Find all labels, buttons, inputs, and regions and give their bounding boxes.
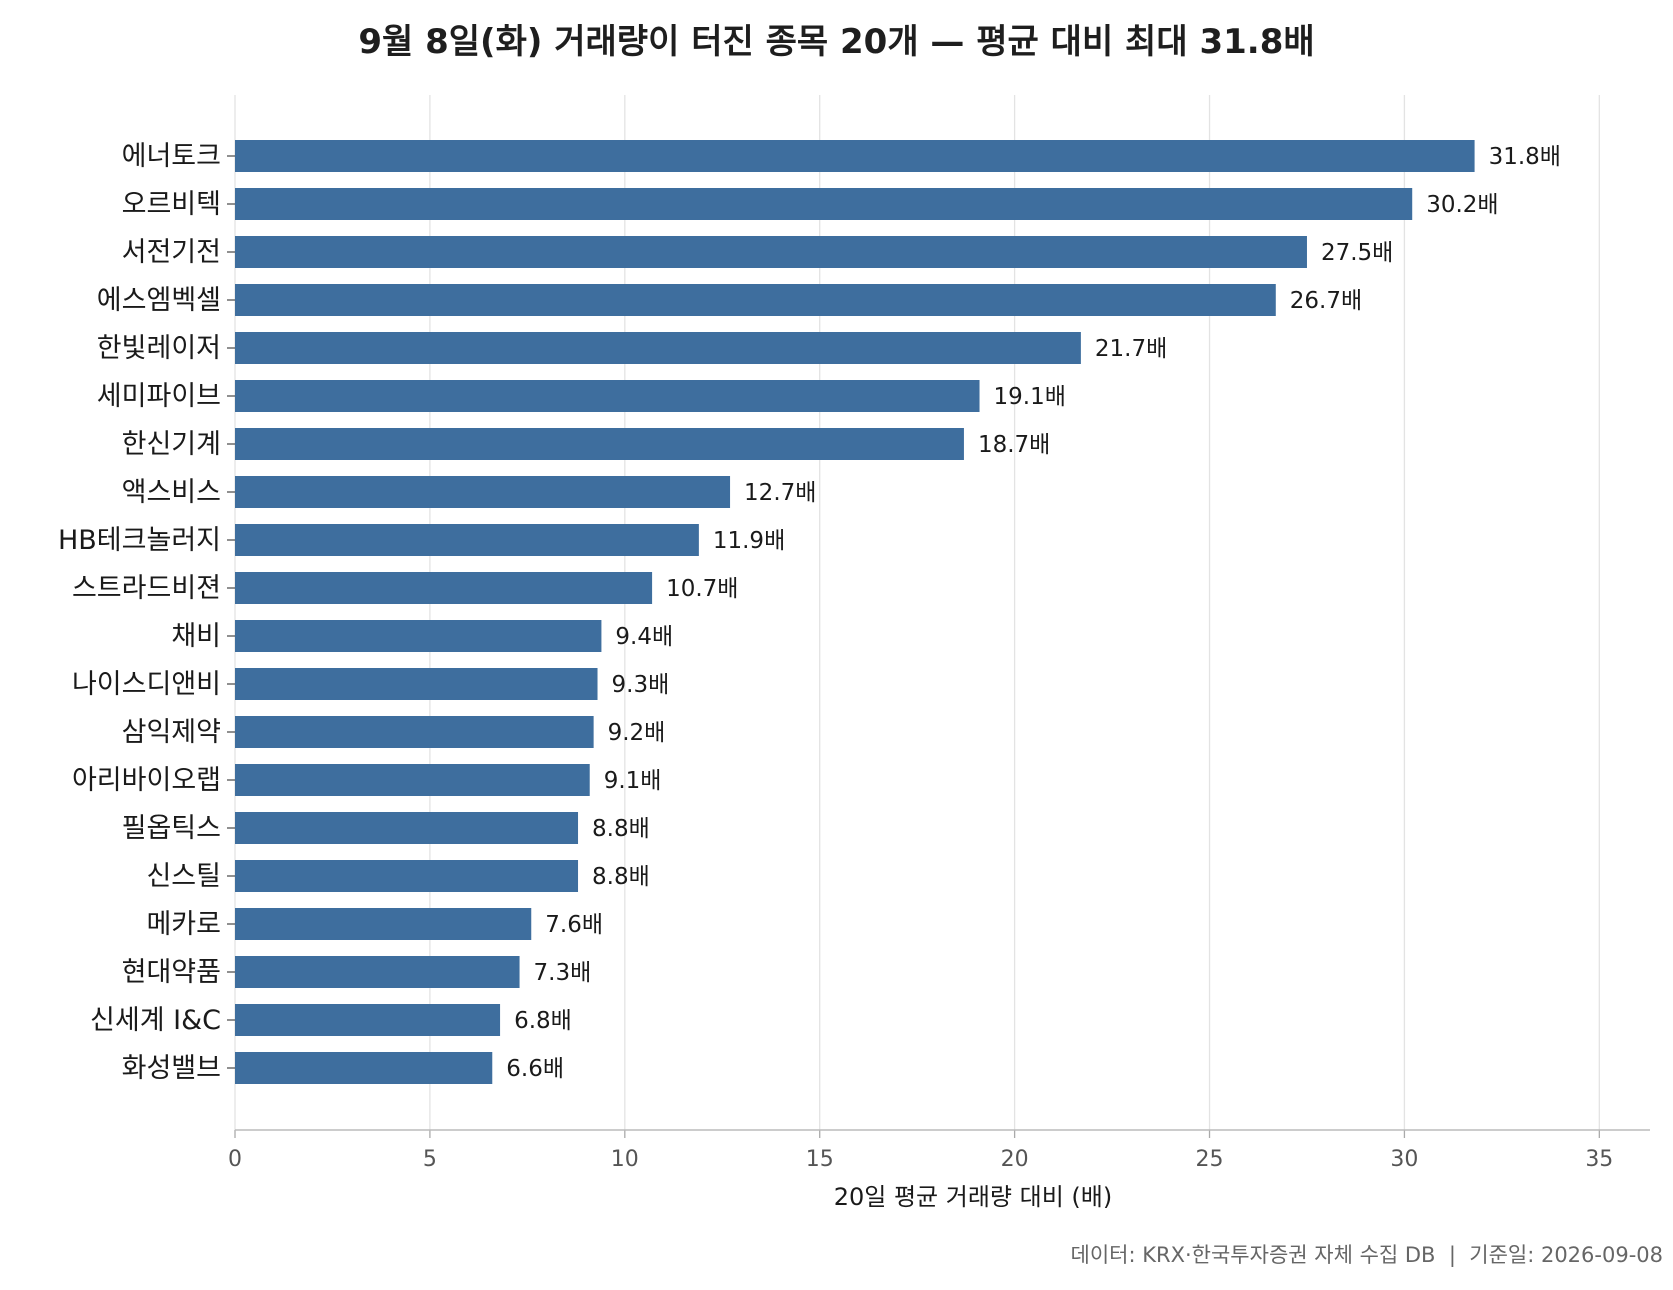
bar-14: [235, 812, 579, 844]
category-label-13: 아리바이오랩: [72, 765, 221, 796]
data-label-1: 30.2배: [1426, 192, 1498, 218]
data-label-7: 12.7배: [744, 480, 816, 506]
x-tick-label-6: 30: [1390, 1147, 1418, 1172]
category-label-14: 필옵틱스: [122, 813, 221, 844]
category-label-5: 세미파이브: [97, 381, 221, 412]
data-label-6: 18.7배: [978, 432, 1050, 458]
category-label-16: 메카로: [146, 909, 221, 940]
data-label-13: 9.1배: [604, 768, 662, 794]
category-label-9: 스트라드비젼: [72, 573, 221, 604]
x-tick-label-0: 0: [228, 1147, 242, 1172]
data-label-15: 8.8배: [592, 864, 650, 890]
category-label-6: 한신기계: [122, 429, 221, 460]
bar-15: [235, 860, 579, 892]
bar-12: [235, 716, 594, 748]
category-label-4: 한빛레이저: [97, 333, 221, 364]
bar-5: [235, 380, 980, 412]
data-label-3: 26.7배: [1290, 288, 1362, 314]
category-label-12: 삼익제약: [122, 717, 221, 748]
data-label-11: 9.3배: [612, 672, 670, 698]
category-label-7: 액스비스: [122, 477, 221, 508]
bar-3: [235, 284, 1276, 316]
category-label-3: 에스엠벡셀: [97, 285, 221, 316]
data-label-9: 10.7배: [666, 576, 738, 602]
data-label-10: 9.4배: [615, 624, 673, 650]
bar-1: [235, 188, 1413, 220]
data-label-16: 7.6배: [545, 912, 603, 938]
data-label-8: 11.9배: [713, 528, 785, 554]
x-tick-label-7: 35: [1585, 1147, 1613, 1172]
bar-19: [235, 1052, 493, 1084]
x-tick-label-4: 20: [1001, 1147, 1029, 1172]
bar-17: [235, 956, 520, 988]
chart-title: 9월 8일(화) 거래량이 터진 종목 20개 — 평균 대비 최대 31.8배: [358, 22, 1315, 62]
bar-13: [235, 764, 590, 796]
bar-16: [235, 908, 532, 940]
data-label-2: 27.5배: [1321, 240, 1393, 266]
bar-9: [235, 572, 653, 604]
bar-8: [235, 524, 699, 556]
category-label-0: 에너토크: [122, 141, 221, 172]
bar-2: [235, 236, 1307, 268]
data-label-4: 21.7배: [1095, 336, 1167, 362]
data-label-5: 19.1배: [994, 384, 1066, 410]
footnote: 데이터: KRX·한국투자증권 자체 수집 DB | 기준일: 2026-09-…: [1071, 1243, 1663, 1268]
bar-7: [235, 476, 731, 508]
data-label-19: 6.6배: [506, 1056, 564, 1082]
bars: [235, 140, 1475, 1084]
category-label-18: 신세계 I&C: [90, 1005, 221, 1036]
bar-10: [235, 620, 602, 652]
category-label-10: 채비: [171, 621, 221, 652]
data-label-0: 31.8배: [1489, 144, 1561, 170]
bar-0: [235, 140, 1475, 172]
x-tick-label-2: 10: [611, 1147, 639, 1172]
category-label-1: 오르비텍: [122, 189, 221, 220]
data-label-18: 6.8배: [514, 1008, 572, 1034]
bar-11: [235, 668, 598, 700]
x-tick-label-1: 5: [423, 1147, 437, 1172]
x-tick-label-5: 25: [1196, 1147, 1224, 1172]
data-label-12: 9.2배: [608, 720, 666, 746]
x-axis-label: 20일 평균 거래량 대비 (배): [834, 1183, 1113, 1211]
category-label-17: 현대약품: [122, 957, 221, 988]
category-label-2: 서전기전: [122, 237, 221, 268]
x-tick-label-3: 15: [806, 1147, 834, 1172]
bar-6: [235, 428, 964, 460]
category-label-11: 나이스디앤비: [72, 669, 221, 700]
category-label-8: HB테크놀러지: [58, 525, 221, 556]
bar-4: [235, 332, 1081, 364]
bar-18: [235, 1004, 501, 1036]
axes: 0 5 10 15 20 25 30 35: [227, 155, 1650, 1172]
category-label-19: 화성밸브: [122, 1053, 221, 1084]
category-label-15: 신스틸: [146, 861, 221, 892]
data-label-14: 8.8배: [592, 816, 650, 842]
data-label-17: 7.3배: [534, 960, 592, 986]
